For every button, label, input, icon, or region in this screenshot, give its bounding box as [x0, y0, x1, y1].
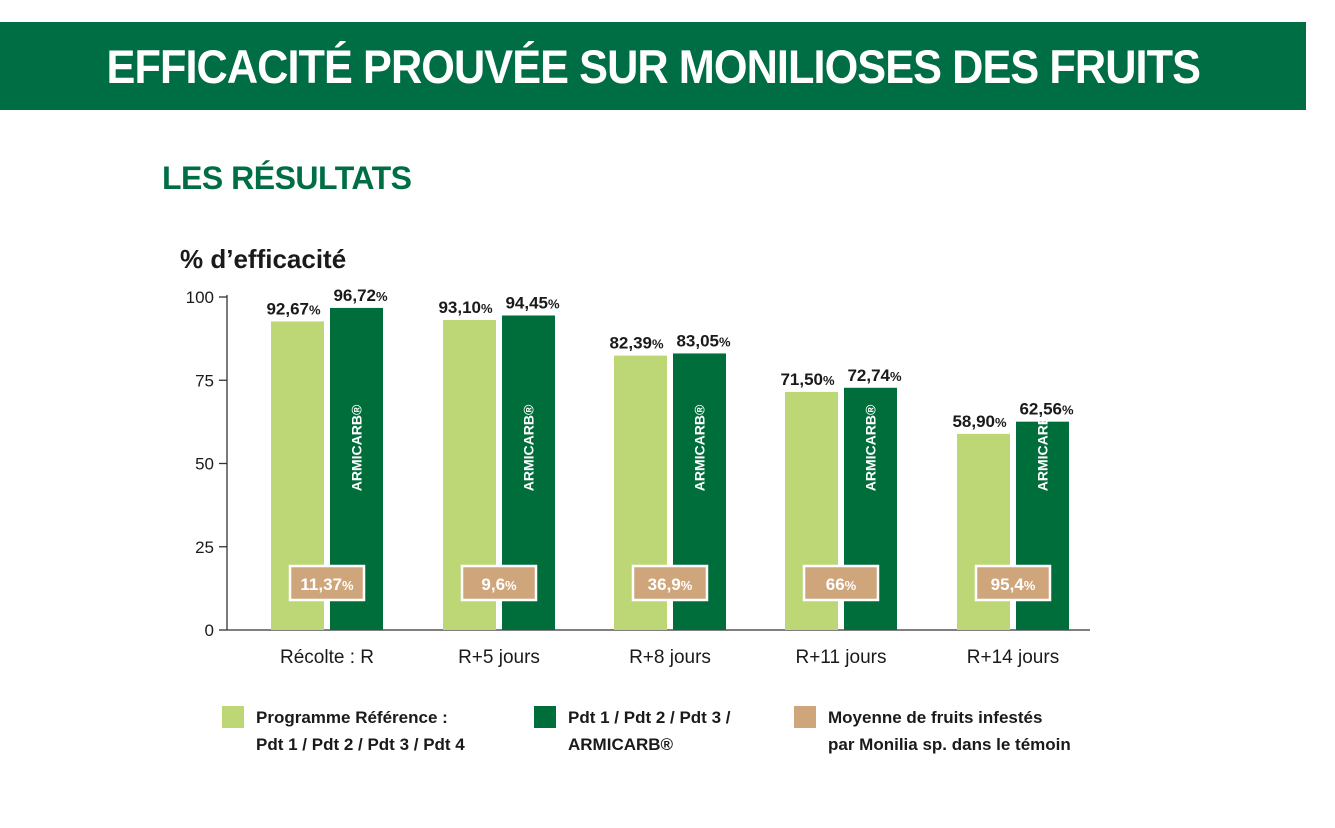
x-tick-label: R+5 jours	[458, 647, 540, 668]
legend-label-line: par Monilia sp. dans le témoin	[828, 735, 1071, 754]
data-label-reference: 58,90%	[952, 412, 1007, 431]
data-label-reference: 92,67%	[266, 299, 321, 318]
x-tick-label: Récolte : R	[280, 647, 374, 668]
legend-label-line: Programme Référence :	[256, 708, 448, 727]
moyenne-label: 9,6%	[481, 575, 517, 594]
header-banner: EFFICACITÉ PROUVÉE SUR MONILIOSES DES FR…	[0, 22, 1306, 110]
data-label-armicarb: 96,72%	[333, 286, 388, 305]
bar-inner-label: ARMICARB®	[521, 404, 537, 491]
legend-item-reference: Programme Référence : Pdt 1 / Pdt 2 / Pd…	[222, 704, 465, 758]
bar-inner-label: ARMICARB®	[863, 404, 879, 491]
y-tick-label: 100	[186, 288, 214, 307]
y-tick-label: 50	[195, 455, 214, 474]
bar-inner-label: ARMICARB®	[1035, 404, 1051, 491]
legend-swatch-reference	[222, 706, 244, 728]
legend-swatch-moyenne	[794, 706, 816, 728]
legend-item-armicarb: Pdt 1 / Pdt 2 / Pdt 3 / ARMICARB®	[534, 704, 730, 758]
moyenne-box	[631, 564, 709, 602]
x-tick-label: R+14 jours	[967, 647, 1059, 668]
moyenne-label: 36,9%	[648, 575, 693, 594]
bar-inner-label: ARMICARB®	[692, 404, 708, 491]
legend-item-moyenne: Moyenne de fruits infestés par Monilia s…	[794, 704, 1071, 758]
moyenne-label: 11,37%	[300, 575, 354, 594]
data-label-reference: 82,39%	[609, 334, 664, 353]
moyenne-label: 95,4%	[991, 575, 1036, 594]
legend-label-line: Moyenne de fruits infestés	[828, 708, 1043, 727]
legend-swatch-armicarb	[534, 706, 556, 728]
y-axis-title: % d’efficacité	[180, 244, 347, 274]
legend-label-line: Pdt 1 / Pdt 2 / Pdt 3 /	[568, 708, 731, 727]
y-tick-label: 0	[205, 621, 214, 640]
data-label-armicarb: 83,05%	[676, 331, 731, 350]
legend-label-line: Pdt 1 / Pdt 2 / Pdt 3 / Pdt 4	[256, 735, 465, 754]
data-label-reference: 71,50%	[780, 370, 835, 389]
moyenne-box	[802, 564, 880, 602]
page-title: EFFICACITÉ PROUVÉE SUR MONILIOSES DES FR…	[106, 39, 1200, 93]
moyenne-box	[974, 564, 1052, 602]
section-title: LES RÉSULTATS	[162, 160, 412, 196]
data-label-armicarb: 94,45%	[505, 293, 560, 312]
moyenne-box	[288, 564, 366, 602]
y-tick-label: 75	[195, 371, 214, 390]
data-label-reference: 93,10%	[438, 298, 493, 317]
x-tick-label: R+8 jours	[629, 647, 711, 668]
data-label-armicarb: 72,74%	[847, 366, 902, 385]
y-tick-label: 25	[195, 538, 214, 557]
legend-label-line: ARMICARB®	[568, 735, 674, 754]
moyenne-box	[460, 564, 538, 602]
data-label-armicarb: 62,56%	[1019, 400, 1074, 419]
bar-inner-label: ARMICARB®	[349, 404, 365, 491]
moyenne-label: 66%	[826, 575, 857, 594]
x-tick-label: R+11 jours	[795, 647, 886, 668]
